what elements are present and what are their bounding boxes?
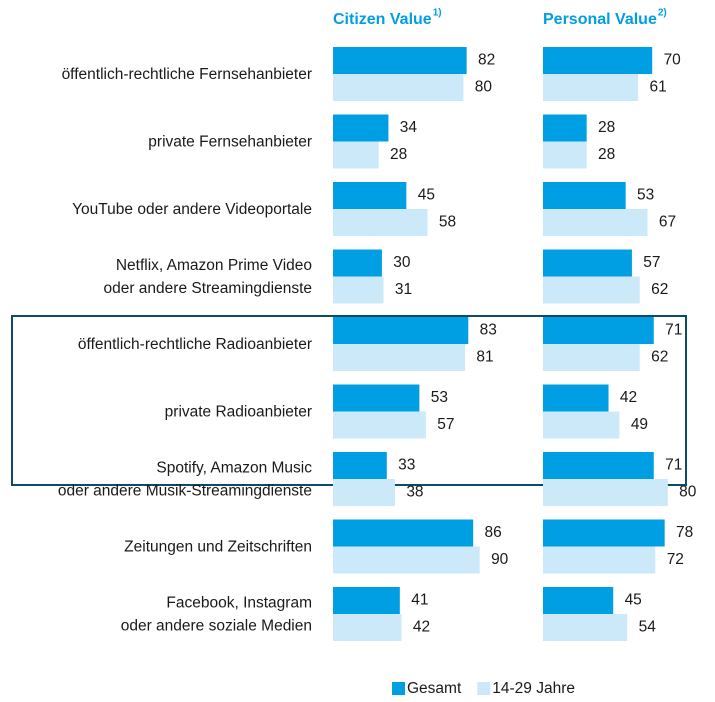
category-label: Zeitungen und Zeitschriften: [124, 539, 312, 556]
bar: [543, 47, 653, 74]
bar: [333, 74, 464, 101]
value-label: 28: [598, 146, 615, 163]
value-label: 61: [650, 79, 667, 96]
legend-label: Gesamt: [407, 680, 462, 697]
panel-title-note: 1): [433, 8, 442, 19]
bar: [333, 317, 469, 344]
bar: [543, 141, 587, 169]
bar: [333, 182, 407, 209]
value-label: 28: [390, 146, 407, 163]
value-label: 49: [631, 416, 648, 433]
value-label: 62: [651, 349, 668, 366]
category-label: oder andere Musik-Streamingdienste: [58, 483, 312, 500]
category-label: Facebook, Instagram: [166, 595, 312, 612]
value-label: 80: [475, 79, 493, 96]
value-label: 72: [667, 551, 684, 568]
bar: [543, 614, 628, 641]
value-label: 57: [437, 416, 454, 433]
bar: [543, 546, 656, 574]
category-label: oder andere Streamingdienste: [103, 280, 312, 297]
category-label: Spotify, Amazon Music: [156, 460, 312, 477]
value-label: 30: [393, 254, 411, 271]
value-label: 78: [676, 524, 693, 541]
panel-title-note: 2): [658, 8, 667, 19]
category-label: oder andere soziale Medien: [121, 618, 312, 635]
category-label: öffentlich-rechtliche Radioanbieter: [78, 336, 312, 353]
value-label: 45: [625, 592, 642, 609]
value-label: 70: [664, 52, 682, 69]
category-label: YouTube oder andere Videoportale: [72, 201, 312, 218]
category-label: Netflix, Amazon Prime Video: [116, 257, 312, 274]
bar: [543, 344, 640, 371]
bar: [543, 452, 654, 479]
bar: [543, 384, 609, 412]
category-label: private Radioanbieter: [165, 404, 312, 421]
bar: [543, 249, 632, 277]
bar: [333, 452, 387, 479]
panel-title: Personal Value: [543, 11, 657, 28]
legend-label: 14-29 Jahre: [492, 680, 575, 697]
bar: [543, 479, 668, 506]
bar: [543, 317, 654, 344]
value-label: 80: [679, 484, 697, 501]
bar: [543, 209, 648, 236]
value-label: 31: [395, 281, 412, 298]
category-label: private Fernsehanbieter: [148, 134, 312, 151]
value-label: 53: [431, 389, 448, 406]
bar: [333, 114, 389, 142]
legend-swatch: [392, 682, 405, 695]
value-label: 86: [485, 524, 502, 541]
bar: [543, 276, 640, 304]
bar: [333, 587, 400, 614]
value-label: 57: [643, 254, 660, 271]
value-label: 67: [659, 214, 676, 231]
bar: [543, 519, 665, 547]
value-label: 41: [411, 592, 428, 609]
bar: [543, 587, 614, 614]
value-label: 42: [620, 389, 637, 406]
value-label: 34: [400, 119, 418, 136]
bar: [333, 384, 420, 412]
bar: [333, 411, 426, 439]
panel-title: Citizen Value: [333, 11, 432, 28]
value-label: 71: [665, 457, 682, 474]
bar: [333, 344, 466, 371]
value-label: 71: [665, 322, 682, 339]
category-label: öffentlich-rechtliche Fernsehanbieter: [62, 66, 312, 83]
bar: [333, 479, 395, 506]
value-label: 62: [651, 281, 668, 298]
value-label: 58: [439, 214, 456, 231]
value-label: 33: [398, 457, 415, 474]
bar: [543, 182, 626, 209]
value-label: 45: [418, 187, 435, 204]
value-label: 42: [413, 619, 430, 636]
bar: [333, 519, 474, 547]
bar: [333, 47, 467, 74]
value-label: 90: [491, 551, 509, 568]
bar: [543, 411, 620, 439]
value-label: 81: [476, 349, 493, 366]
bar: [333, 546, 480, 574]
bar: [333, 209, 428, 236]
value-label: 83: [480, 322, 497, 339]
value-label: 54: [639, 619, 657, 636]
bar: [543, 74, 639, 101]
legend-swatch: [477, 682, 491, 695]
bar: [333, 141, 379, 169]
value-label: 38: [406, 484, 423, 501]
bar: [333, 249, 382, 277]
value-label: 53: [637, 187, 654, 204]
bar: [333, 614, 402, 641]
bar: [543, 114, 587, 142]
value-label: 82: [478, 52, 495, 69]
value-label: 28: [598, 119, 615, 136]
bar: [333, 276, 384, 304]
